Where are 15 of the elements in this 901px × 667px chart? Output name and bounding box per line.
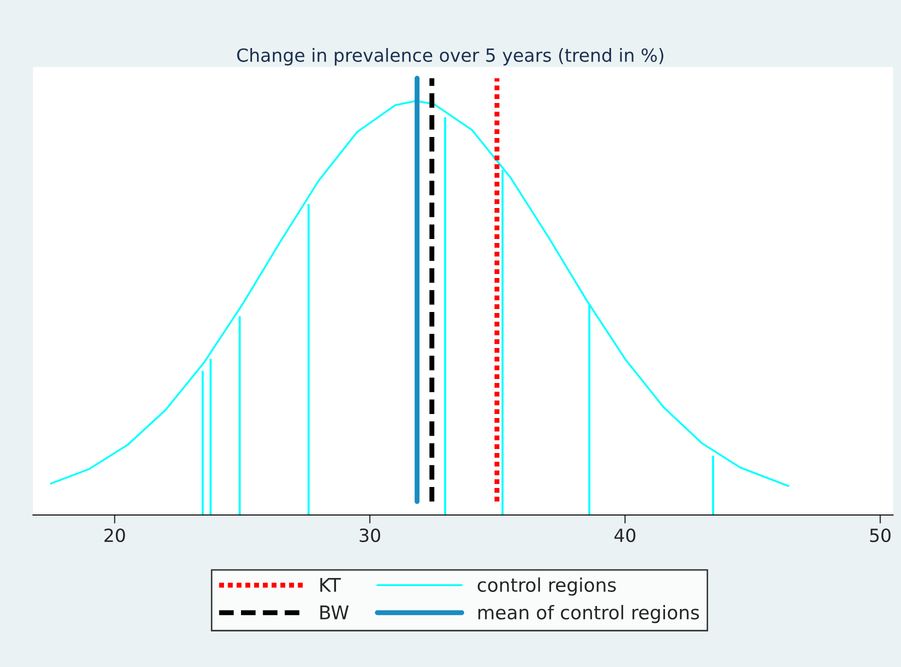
bar — [712, 456, 714, 515]
bar — [202, 370, 204, 515]
x-tick-label: 20 — [104, 528, 125, 542]
x-tick-label: 30 — [360, 528, 380, 542]
legend-label: mean of control regions — [478, 604, 699, 624]
x-tick-label: 40 — [614, 528, 636, 542]
bar — [444, 117, 446, 515]
legend-label: KT — [320, 578, 341, 592]
bar — [210, 358, 212, 515]
chart-title: Change in prevalence over 5 years (trend in %) — [237, 48, 664, 66]
legend-label: BW — [320, 606, 349, 620]
x-tick-label: 50 — [870, 528, 891, 542]
bar — [238, 316, 241, 515]
bar — [308, 204, 310, 515]
legend-label: control regions — [478, 577, 616, 596]
